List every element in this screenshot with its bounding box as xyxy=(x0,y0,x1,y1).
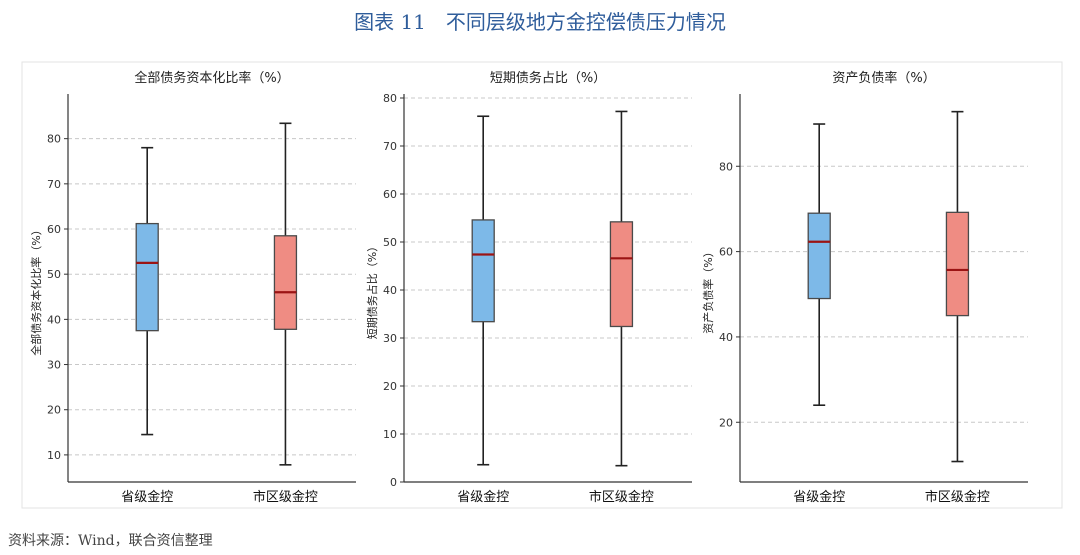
category-label: 市区级金控 xyxy=(253,489,318,505)
source-note: 资料来源：Wind，联合资信整理 xyxy=(8,533,213,549)
panel-title: 短期债务占比（%） xyxy=(490,70,606,86)
y-axis-label: 资产负债率（%） xyxy=(701,246,715,333)
y-tick-label: 50 xyxy=(47,268,61,281)
category-label: 省级金控 xyxy=(121,489,173,505)
y-axis-label: 全部债务资本化比率（%） xyxy=(29,224,43,355)
y-axis-label: 短期债务占比（%） xyxy=(365,241,379,339)
y-tick-label: 60 xyxy=(47,223,61,236)
y-tick-label: 20 xyxy=(47,404,61,417)
iqr-box xyxy=(471,219,495,323)
iqr-box xyxy=(273,235,298,330)
iqr-box xyxy=(807,212,831,300)
iqr-box xyxy=(609,221,634,328)
category-label: 市区级金控 xyxy=(589,489,654,505)
y-tick-label: 20 xyxy=(383,380,397,393)
iqr-box xyxy=(945,211,970,317)
y-tick-label: 0 xyxy=(390,476,397,489)
y-tick-label: 80 xyxy=(719,160,733,173)
y-tick-label: 40 xyxy=(47,313,61,326)
figure-title: 图表 11 不同层级地方金控偿债压力情况 xyxy=(354,10,726,34)
y-tick-label: 70 xyxy=(383,140,397,153)
y-tick-label: 10 xyxy=(383,428,397,441)
category-label: 省级金控 xyxy=(457,489,509,505)
y-tick-label: 40 xyxy=(719,331,733,344)
panel-title: 全部债务资本化比率（%） xyxy=(134,70,289,86)
y-tick-label: 20 xyxy=(719,416,733,429)
y-tick-label: 10 xyxy=(47,449,61,462)
figure-frame xyxy=(21,61,1063,509)
panel-title: 资产负债率（%） xyxy=(832,70,935,86)
y-tick-label: 30 xyxy=(47,359,61,372)
y-tick-label: 80 xyxy=(47,133,61,146)
y-tick-label: 30 xyxy=(383,332,397,345)
iqr-box xyxy=(135,222,159,332)
y-tick-label: 80 xyxy=(383,92,397,105)
y-tick-label: 60 xyxy=(383,188,397,201)
category-label: 省级金控 xyxy=(793,489,845,505)
y-tick-label: 60 xyxy=(719,246,733,259)
category-label: 市区级金控 xyxy=(925,489,990,505)
y-tick-label: 50 xyxy=(383,236,397,249)
y-tick-label: 70 xyxy=(47,178,61,191)
y-tick-label: 40 xyxy=(383,284,397,297)
